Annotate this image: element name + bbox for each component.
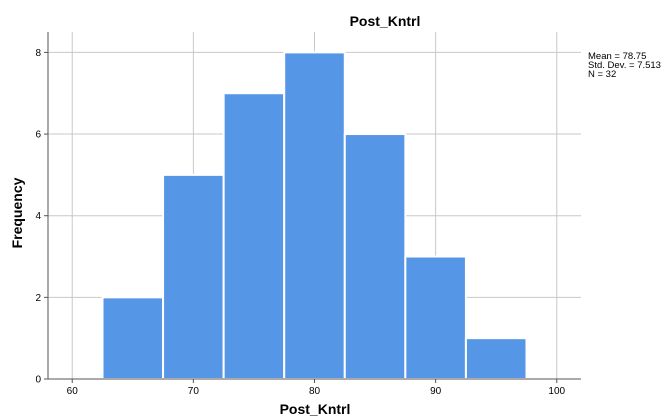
y-tick-label: 2 <box>35 293 41 304</box>
histogram-bar <box>222 92 286 380</box>
histogram-bar <box>162 173 225 380</box>
histogram-bar <box>404 255 467 381</box>
x-axis-title: Post_Kntrl <box>280 401 351 417</box>
histogram-bar <box>101 296 165 380</box>
stats-legend: Mean = 78.75 Std. Dev. = 7.513 N = 32 <box>588 51 661 80</box>
x-tick-label: 70 <box>188 386 200 397</box>
x-tick-label: 90 <box>430 386 442 397</box>
axes <box>44 32 581 383</box>
x-tick-label: 80 <box>309 386 321 397</box>
x-tick-label: 100 <box>548 386 565 397</box>
y-tick-label: 4 <box>35 211 41 222</box>
x-tick-label: 60 <box>67 386 79 397</box>
y-axis-title: Frequency <box>9 177 25 248</box>
stat-std-dev: Std. Dev. = 7.513 <box>588 60 661 71</box>
stat-mean: Mean = 78.75 <box>588 51 646 62</box>
tick-labels: 60 70 80 90 100 0 2 4 6 8 <box>35 48 565 397</box>
chart-title: Post_Kntrl <box>350 13 421 29</box>
histogram-bar <box>343 133 407 380</box>
histogram-bar <box>464 337 528 381</box>
y-tick-label: 6 <box>35 130 41 141</box>
stat-n: N = 32 <box>588 69 616 80</box>
histogram-bar <box>283 51 346 380</box>
histogram-bars <box>101 51 528 381</box>
y-tick-label: 8 <box>35 48 41 59</box>
y-tick-label: 0 <box>35 375 41 386</box>
